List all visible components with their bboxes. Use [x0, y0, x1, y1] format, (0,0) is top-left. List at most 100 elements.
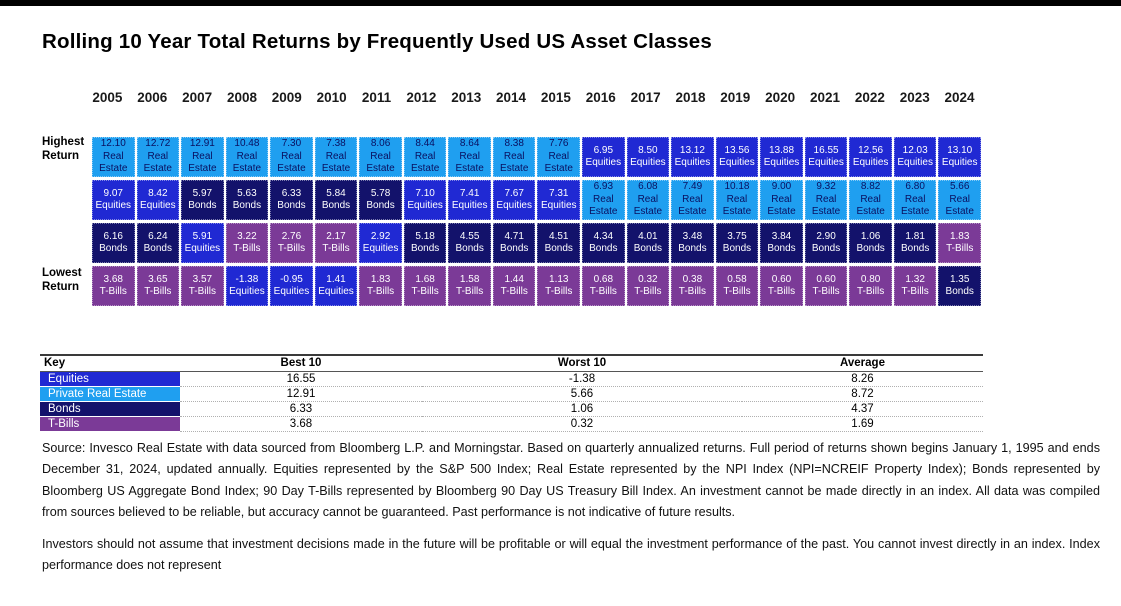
return-cell-2015-rank4: 1.13 T-Bills — [537, 266, 581, 306]
return-value: 7.31 — [549, 187, 569, 199]
asset-class-label: Bonds — [900, 243, 930, 254]
return-cell-2011-rank3: 2.92 Equities — [359, 223, 402, 263]
return-value: 10.18 — [724, 181, 750, 193]
key-header-worst-10: Worst 10 — [422, 354, 742, 372]
asset-class-label: Real Estate — [143, 150, 172, 175]
return-value: 0.32 — [638, 273, 658, 285]
asset-class-label: T-Bills — [589, 286, 617, 297]
year-label-2006: 2006 — [137, 90, 168, 105]
asset-class-label: Real Estate — [856, 193, 885, 218]
asset-class-label: Equities — [719, 157, 755, 168]
asset-class-label: Equities — [318, 286, 354, 297]
asset-class-label: Bonds — [99, 243, 128, 254]
return-cell-2013-rank3: 4.55 Bonds — [448, 223, 491, 263]
key-row-equities: Equities 16.55 -1.38 8.26 — [40, 371, 983, 387]
asset-class-label: T-Bills — [634, 286, 662, 297]
key-summary-table: Key Best 10 Worst 10 Average Equities 16.55-… — [40, 354, 983, 432]
asset-class-label: Real Estate — [277, 150, 306, 175]
return-cell-2008-rank1: 10.48 Real Estate — [225, 137, 269, 177]
return-cell-2024-rank4: 1.35 Bonds — [938, 266, 981, 306]
return-cell-2008-rank2: 5.63 Bonds — [225, 180, 269, 220]
key-bonds-worst_10: 1.06 — [422, 401, 742, 417]
return-cell-2021-rank1: 16.55 Equities — [804, 137, 848, 177]
asset-class-label: Equities — [808, 157, 844, 168]
return-value: 1.32 — [905, 273, 925, 285]
return-cell-2010-rank4: 1.41 Equities — [314, 266, 358, 306]
return-value: 5.63 — [237, 187, 257, 199]
return-value: 8.82 — [860, 181, 881, 193]
return-value: 7.49 — [682, 181, 703, 193]
return-cell-2019-rank1: 13.56 Equities — [715, 137, 759, 177]
return-cell-2014-rank4: 1.44 T-Bills — [492, 266, 536, 306]
asset-class-label: T-Bills — [946, 243, 974, 254]
return-value: 13.56 — [724, 144, 750, 156]
return-value: 2.90 — [816, 230, 836, 242]
asset-class-label: Equities — [184, 243, 221, 254]
key-row-real_estate: Private Real Estate 12.91 5.66 8.72 — [40, 386, 983, 402]
asset-class-label: Equities — [362, 243, 399, 254]
asset-class-label: Bonds — [633, 243, 663, 254]
return-cell-2019-rank3: 3.75 Bonds — [715, 223, 759, 263]
key-swatch-real_estate: Private Real Estate — [40, 386, 180, 402]
return-value: 6.95 — [593, 144, 614, 156]
key-equities-best_10: 16.55 — [180, 371, 422, 387]
return-cell-2013-rank2: 7.41 Equities — [448, 180, 491, 220]
return-cell-2022-rank3: 1.06 Bonds — [849, 223, 892, 263]
return-value: 7.30 — [281, 138, 302, 150]
return-cell-2021-rank4: 0.60 T-Bills — [804, 266, 848, 306]
asset-class-label: Equities — [763, 157, 800, 168]
key-equities-average: 8.26 — [742, 371, 983, 387]
key-real_estate-best_10: 12.91 — [180, 386, 422, 402]
asset-class-label: Real Estate — [722, 193, 752, 218]
return-value: 4.34 — [593, 230, 614, 242]
return-value: 3.84 — [771, 230, 792, 242]
return-cell-2012-rank2: 7.10 Equities — [403, 180, 447, 220]
return-cell-2024-rank3: 1.83 T-Bills — [938, 223, 981, 263]
return-cell-2014-rank1: 8.38 Real Estate — [492, 137, 536, 177]
return-cell-2007-rank4: 3.57 T-Bills — [181, 266, 224, 306]
return-cell-2015-rank2: 7.31 Equities — [537, 180, 581, 220]
asset-class-label: Bonds — [143, 243, 172, 254]
return-value: 0.60 — [771, 273, 792, 285]
asset-class-label: T-Bills — [99, 286, 127, 297]
return-value: 7.10 — [415, 187, 435, 199]
return-value: 2.17 — [326, 230, 346, 242]
year-label-2011: 2011 — [361, 90, 392, 105]
asset-class-label: Bonds — [321, 200, 351, 211]
asset-class-label: Real Estate — [900, 193, 930, 218]
return-value: 6.93 — [593, 181, 614, 193]
return-value: 12.91 — [189, 138, 215, 150]
return-value: 1.13 — [549, 273, 569, 285]
return-cell-2006-rank3: 6.24 Bonds — [136, 223, 180, 263]
return-value: 9.32 — [816, 181, 836, 193]
return-cell-2007-rank1: 12.91 Real Estate — [181, 137, 224, 177]
return-value: 5.84 — [326, 187, 346, 199]
asset-class-label: Bonds — [366, 200, 395, 211]
asset-class-label: Equities — [941, 157, 978, 168]
year-label-2012: 2012 — [406, 90, 437, 105]
asset-class-label: T-Bills — [322, 243, 350, 254]
year-label-2018: 2018 — [675, 90, 706, 105]
key-header-average: Average — [742, 354, 983, 372]
year-label-2013: 2013 — [451, 90, 482, 105]
year-label-2009: 2009 — [271, 90, 302, 105]
asset-class-label: T-Bills — [545, 286, 573, 297]
asset-class-label: Bonds — [767, 243, 796, 254]
return-cell-2008-rank4: -1.38 Equities — [225, 266, 269, 306]
return-cell-2024-rank2: 5.66 Real Estate — [938, 180, 981, 220]
key-row-bonds: Bonds 6.33 1.06 4.37 — [40, 401, 983, 417]
lowest-label-line1: Lowest — [42, 267, 82, 279]
asset-class-label: Bonds — [188, 200, 217, 211]
return-value: 5.18 — [415, 230, 435, 242]
return-cell-2022-rank4: 0.80 T-Bills — [849, 266, 892, 306]
asset-class-label: Bonds — [500, 243, 529, 254]
year-label-2016: 2016 — [585, 90, 616, 105]
asset-class-label: Equities — [852, 157, 889, 168]
return-value: 8.64 — [459, 138, 480, 150]
return-cell-2020-rank2: 9.00 Real Estate — [760, 180, 803, 220]
return-cell-2005-rank2: 9.07 Equities — [92, 180, 135, 220]
return-value: 2.76 — [281, 230, 302, 242]
return-cell-2005-rank4: 3.68 T-Bills — [92, 266, 135, 306]
return-value: 0.38 — [682, 273, 703, 285]
return-value: -0.95 — [280, 273, 303, 285]
